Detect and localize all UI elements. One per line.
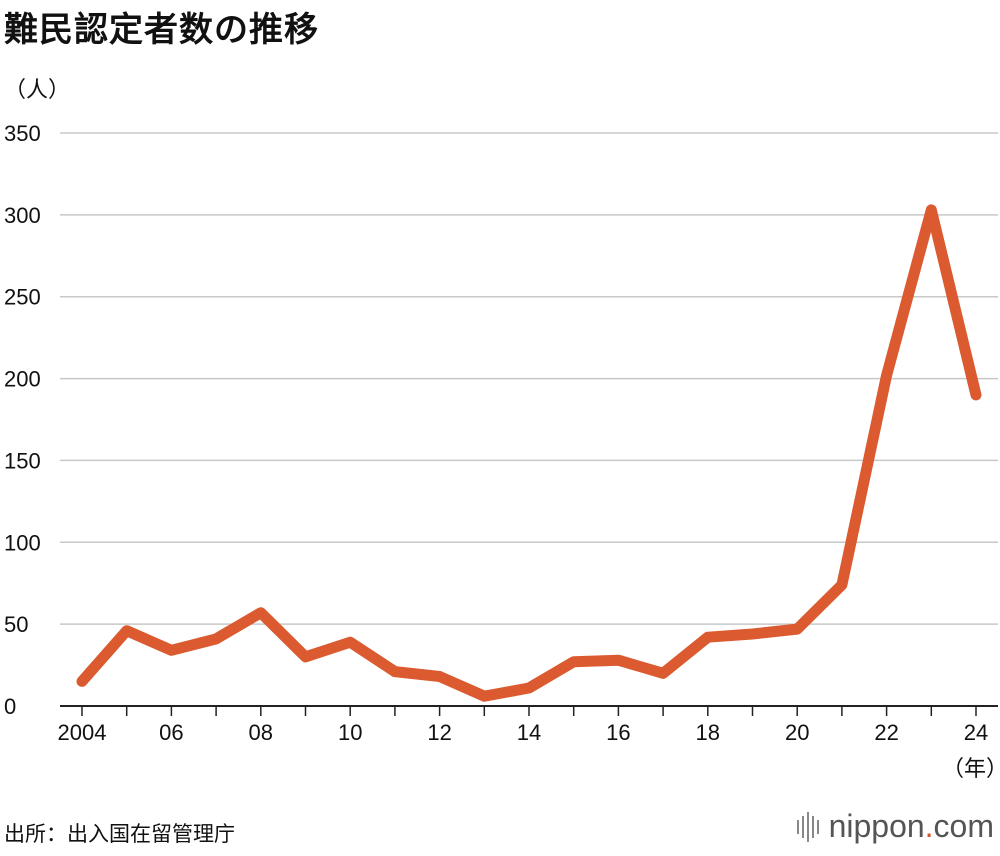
y-tick-label-0: 0 [4, 694, 16, 719]
data-point-2024 [975, 394, 977, 396]
y-tick-labels: 0 50 100 150 200 250 300 350 [4, 121, 41, 719]
x-unit-label: （年） [942, 756, 1000, 781]
logo-bars-icon [796, 811, 819, 842]
data-point-2006 [170, 649, 172, 651]
logo-suffix: com [933, 808, 994, 844]
y-tick-label-50: 50 [4, 612, 28, 637]
x-tick-label-2014: 14 [517, 720, 541, 745]
nippon-com-logo[interactable]: nippon. com [796, 808, 994, 845]
line-chart: 0 50 100 150 200 250 300 350 2004 06 08 10 12 14 16 18… [4, 121, 1000, 781]
series-line-group [76, 204, 982, 702]
data-point-2004 [81, 680, 83, 682]
data-point-2023 [930, 209, 932, 211]
x-tick-label-2020: 20 [785, 720, 809, 745]
x-tick-label-2018: 18 [696, 720, 720, 745]
y-tick-label-100: 100 [4, 530, 41, 555]
data-point-2016 [617, 659, 619, 661]
data-point-2005 [126, 630, 128, 632]
data-point-2021 [841, 584, 843, 586]
data-point-2012 [439, 676, 441, 678]
data-point-2019 [752, 633, 753, 635]
source-note: 出所：出入国在留管理庁 [4, 822, 235, 846]
data-point-2014 [528, 687, 530, 689]
x-tick-label-2004: 2004 [58, 720, 107, 745]
y-tick-label-200: 200 [4, 367, 41, 392]
y-tick-label-150: 150 [4, 448, 41, 473]
y-tick-label-300: 300 [4, 203, 41, 228]
data-point-2007 [215, 638, 217, 640]
y-tick-label-250: 250 [4, 285, 41, 310]
data-point-2015 [573, 661, 575, 663]
gridlines [60, 132, 998, 625]
x-tick-label-2012: 12 [427, 720, 451, 745]
data-point-2022 [886, 374, 888, 376]
x-tick-label-2010: 10 [338, 720, 362, 745]
y-unit-label: （人） [4, 78, 71, 103]
x-tick-label-2024: 24 [964, 720, 988, 745]
x-axis [60, 705, 998, 716]
data-point-2020 [796, 628, 798, 630]
data-point-2018 [707, 636, 709, 638]
x-tick-label-2008: 08 [249, 720, 273, 745]
logo-prefix: nippon [828, 808, 925, 844]
logo-dot: . [924, 808, 934, 844]
data-point-2013 [483, 695, 485, 697]
data-point-2008 [260, 612, 262, 614]
data-point-2009 [305, 656, 306, 658]
x-tick-label-2016: 16 [606, 720, 630, 745]
data-point-2010 [349, 641, 351, 643]
y-tick-label-350: 350 [4, 121, 41, 146]
chart-title: 難民認定者数の推移 [4, 10, 319, 50]
x-tick-label-2006: 06 [159, 720, 183, 745]
data-point-2011 [394, 671, 396, 673]
data-point-2017 [662, 672, 664, 674]
x-tick-label-2022: 22 [874, 720, 898, 745]
series-line [76, 204, 982, 702]
x-tick-labels: 2004 06 08 10 12 14 16 18 20 22 24 [58, 720, 989, 745]
